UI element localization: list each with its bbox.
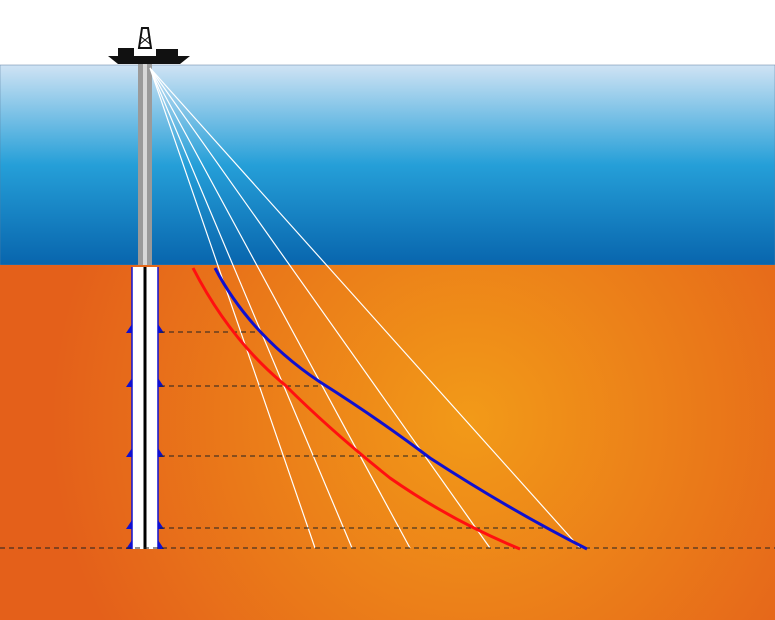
ground (0, 265, 775, 620)
blue-curve (213, 267, 588, 551)
ray (149, 67, 316, 549)
ray-lines (149, 67, 581, 549)
ray (149, 67, 581, 549)
ray (149, 67, 353, 549)
riser-core (143, 60, 147, 265)
ray (149, 67, 491, 549)
rig-deck (156, 49, 178, 56)
sea (0, 64, 775, 266)
sky (0, 0, 775, 65)
rig-hull (108, 56, 190, 64)
red-curve (191, 267, 521, 551)
levels (0, 331, 775, 549)
rig-deck (118, 48, 134, 56)
derrick-brace (139, 35, 151, 45)
rig (108, 27, 190, 64)
derrick (137, 27, 153, 49)
ray (149, 67, 411, 549)
